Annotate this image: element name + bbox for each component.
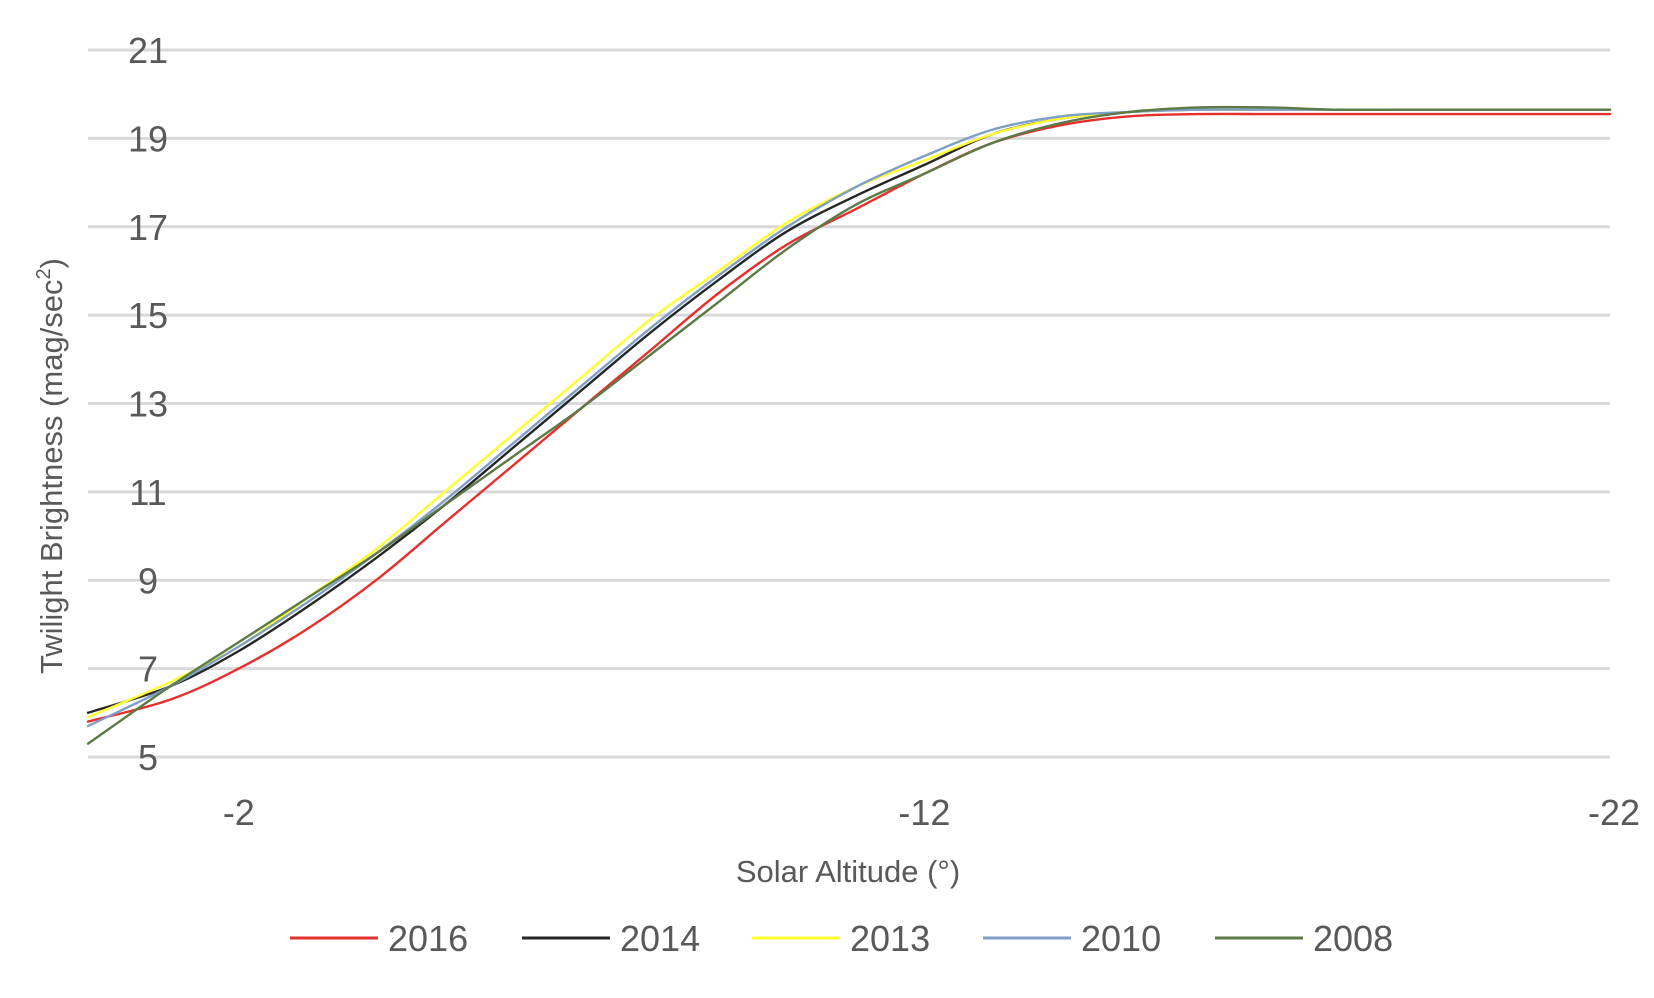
series-line-2008 [86,105,1612,745]
legend-label: 2010 [1081,918,1161,959]
y-axis-title-superscript: 2 [33,268,55,279]
legend-label: 2014 [620,918,700,959]
legend-item-2016: 2016 [290,918,468,959]
series-lines [86,105,1612,745]
x-tick-label: -12 [898,792,950,833]
gridlines [88,48,1610,759]
y-tick-label: 11 [129,472,166,513]
series-line-2013 [86,108,1612,719]
y-tick-label: 15 [128,295,168,336]
legend-item-2013: 2013 [752,918,930,959]
y-tick-label: 19 [128,118,168,159]
legend-label: 2008 [1313,918,1393,959]
series-line-2010 [86,108,1612,728]
x-axis-ticks: -2 -12 -22 [223,792,1640,833]
x-tick-label: -2 [223,792,255,833]
x-axis-title: Solar Altitude (°) [736,854,960,889]
x-tick-label: -22 [1588,792,1640,833]
series-line-2016 [86,112,1612,723]
y-axis-title-end: ) [34,258,69,268]
y-axis-title-main: Twilight Brightness (mag/sec [34,279,69,674]
y-tick-label: 7 [138,649,158,690]
y-tick-label: 13 [128,384,168,425]
y-tick-label: 17 [128,207,168,248]
y-tick-label: 9 [138,560,158,601]
legend-item-2010: 2010 [983,918,1161,959]
legend-label: 2013 [850,918,930,959]
y-tick-label: 21 [128,30,168,71]
legend: 2016 2014 2013 2010 2008 [290,918,1393,959]
y-tick-label: 5 [138,737,158,778]
y-axis-ticks: 5 7 9 11 13 15 17 19 21 [128,30,168,778]
legend-item-2008: 2008 [1215,918,1393,959]
y-axis-title: Twilight Brightness (mag/sec2) [33,258,69,674]
legend-label: 2016 [388,918,468,959]
legend-item-2014: 2014 [522,918,700,959]
